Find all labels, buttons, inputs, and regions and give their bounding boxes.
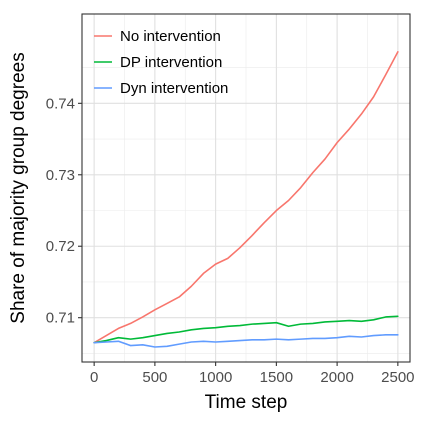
legend-label-3: Dyn intervention [120, 80, 228, 97]
plot-panel-border [81, 13, 411, 363]
legend: No intervention DP intervention Dyn interv… [94, 28, 228, 97]
major-gridlines [82, 14, 410, 362]
x-axis-title: Time step [205, 392, 288, 413]
x-tick-label: 500 [142, 369, 167, 386]
x-tick-label: 0 [90, 369, 98, 386]
y-axis-title: Share of majority group degrees [8, 52, 29, 323]
x-tick-label: 2500 [381, 369, 414, 386]
y-tick-label: 0.71 [46, 310, 75, 327]
x-tick-label: 2000 [320, 369, 353, 386]
series-line-3 [93, 334, 399, 348]
y-axis-tick-labels: 0.71 0.72 0.73 0.74 [46, 95, 75, 326]
x-tick-label: 1000 [199, 369, 232, 386]
series-line-2 [93, 315, 399, 344]
minor-gridlines [82, 14, 410, 362]
x-axis-tick-labels: 0 500 1000 1500 2000 2500 [90, 369, 415, 386]
x-tick-label: 1500 [260, 369, 293, 386]
series-lines [93, 51, 399, 348]
y-tick-label: 0.72 [46, 238, 75, 255]
legend-label-2: DP intervention [120, 54, 222, 71]
y-tick-label: 0.73 [46, 167, 75, 184]
series-line-1 [93, 51, 399, 344]
axis-ticks [78, 102, 399, 366]
legend-label-1: No intervention [120, 28, 221, 45]
y-tick-label: 0.74 [46, 95, 75, 112]
